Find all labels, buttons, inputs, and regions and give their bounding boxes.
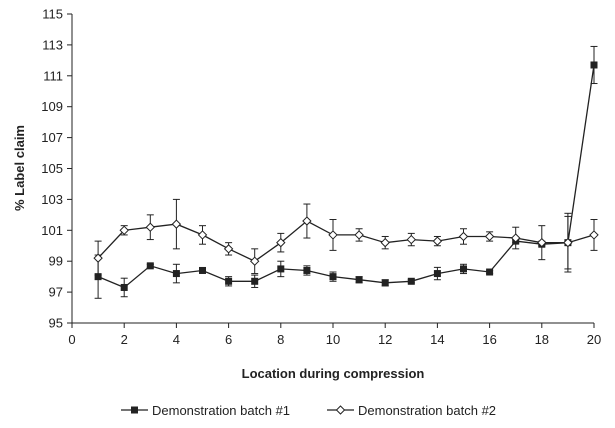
data-point	[145, 222, 156, 232]
data-point	[433, 270, 441, 278]
data-point	[249, 256, 260, 266]
data-point	[197, 230, 208, 240]
data-point	[354, 230, 364, 240]
y-tick-label: 95	[49, 316, 63, 331]
y-tick-label: 111	[43, 68, 63, 83]
x-tick-label: 8	[277, 332, 284, 347]
data-point	[590, 61, 598, 69]
legend-item-batch-1: Demonstration batch #1	[121, 403, 290, 418]
x-tick-label: 0	[68, 332, 75, 347]
data-point	[381, 279, 389, 287]
legend-label-batch-1: Demonstration batch #1	[152, 403, 290, 418]
y-tick-label: 115	[42, 7, 63, 22]
data-point	[119, 225, 129, 236]
data-point	[171, 219, 182, 229]
y-tick-label: 99	[49, 254, 63, 269]
x-axis-title: Location during compression	[242, 366, 425, 381]
data-point	[328, 230, 338, 240]
y-axis-ticks: 95 97 99 101 103 105 107 109 111 113 115	[41, 7, 72, 331]
data-point	[251, 277, 259, 285]
data-point	[277, 265, 285, 273]
series-layer	[93, 45, 599, 299]
data-point	[460, 265, 467, 273]
x-tick-label: 4	[173, 332, 180, 347]
y-tick-label: 101	[41, 223, 63, 238]
plot-area: 95 97 99 101 103 105 107 109 111 113 115 0 2 4 6 8 10 12…	[41, 7, 601, 348]
y-tick-label: 107	[41, 130, 63, 145]
series-2	[93, 198, 599, 276]
x-tick-label: 12	[378, 332, 392, 347]
data-point	[510, 233, 521, 243]
data-point	[563, 237, 573, 248]
data-point	[94, 273, 102, 281]
y-tick-label: 105	[41, 161, 63, 176]
data-point	[589, 230, 599, 240]
data-point	[432, 236, 443, 246]
legend-label-batch-2: Demonstration batch #2	[358, 403, 496, 418]
data-point	[225, 277, 233, 285]
data-point	[329, 273, 337, 281]
data-point	[199, 266, 206, 274]
data-point	[302, 216, 312, 226]
x-tick-label: 2	[121, 332, 128, 347]
data-point	[303, 266, 311, 274]
data-point	[458, 231, 469, 242]
x-axis-ticks: 0 2 4 6 8 10 12 14 16 18 20	[68, 323, 601, 347]
x-tick-label: 16	[482, 332, 496, 347]
legend-marker-batch-2	[335, 405, 346, 415]
x-tick-label: 14	[430, 332, 444, 347]
y-tick-label: 109	[41, 99, 63, 114]
x-tick-label: 20	[587, 332, 601, 347]
legend-item-batch-2: Demonstration batch #2	[327, 403, 496, 418]
data-point	[407, 277, 415, 285]
x-tick-label: 18	[535, 332, 549, 347]
data-point	[120, 283, 128, 291]
data-point	[355, 276, 363, 284]
data-point	[486, 268, 494, 276]
series-line-1	[97, 64, 595, 289]
data-point	[406, 234, 417, 245]
data-point	[223, 244, 234, 254]
data-point	[484, 231, 495, 242]
data-point	[172, 270, 180, 278]
x-tick-label: 6	[225, 332, 232, 347]
y-tick-label: 97	[49, 285, 63, 300]
data-point	[380, 237, 390, 248]
data-point	[276, 237, 286, 248]
data-point	[93, 253, 103, 263]
legend: Demonstration batch #1 Demonstration bat…	[121, 403, 496, 418]
data-point	[537, 237, 547, 248]
y-axis-title: % Label claim	[12, 125, 27, 211]
y-tick-label: 113	[42, 37, 63, 52]
data-point	[146, 262, 154, 270]
series-1	[94, 45, 598, 299]
legend-marker-batch-1	[131, 406, 138, 414]
y-tick-label: 103	[41, 192, 63, 207]
x-tick-label: 10	[326, 332, 340, 347]
